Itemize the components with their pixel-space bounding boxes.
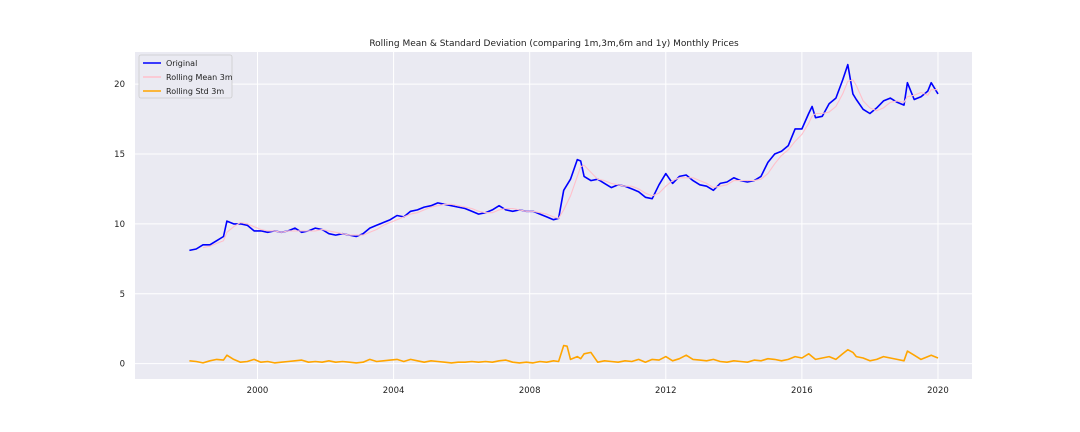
y-tick-label: 0: [120, 360, 125, 370]
x-tick-label: 2004: [383, 386, 405, 396]
plot-area: [135, 52, 972, 379]
series-line-0: [189, 63, 939, 252]
legend-box: [138, 54, 233, 99]
x-tick-label: 2016: [791, 386, 813, 396]
x-tick-label: 2008: [519, 386, 541, 396]
y-tick-label: 15: [114, 150, 125, 160]
x-tick-label: 2020: [927, 386, 949, 396]
series-layer: [189, 63, 939, 364]
legend: Original Rolling Mean 3m Rolling Std 3m: [138, 54, 233, 99]
y-tick-label: 10: [114, 220, 125, 230]
chart-title: Rolling Mean & Standard Deviation (compa…: [369, 39, 739, 49]
legend-label: Rolling Std 3m: [166, 87, 224, 96]
x-axis-ticks: 2000 2004 2008 2012 2016 2020: [247, 386, 949, 396]
series-line-1: [202, 79, 938, 249]
y-axis-ticks: 0 5 10 15 20: [114, 80, 125, 369]
x-tick-label: 2012: [655, 386, 677, 396]
x-tick-label: 2000: [247, 386, 269, 396]
y-tick-label: 5: [120, 290, 125, 300]
y-tick-label: 20: [114, 80, 125, 90]
series-line-2: [189, 344, 939, 364]
legend-label: Rolling Mean 3m: [166, 73, 233, 82]
legend-label: Original: [166, 59, 197, 68]
